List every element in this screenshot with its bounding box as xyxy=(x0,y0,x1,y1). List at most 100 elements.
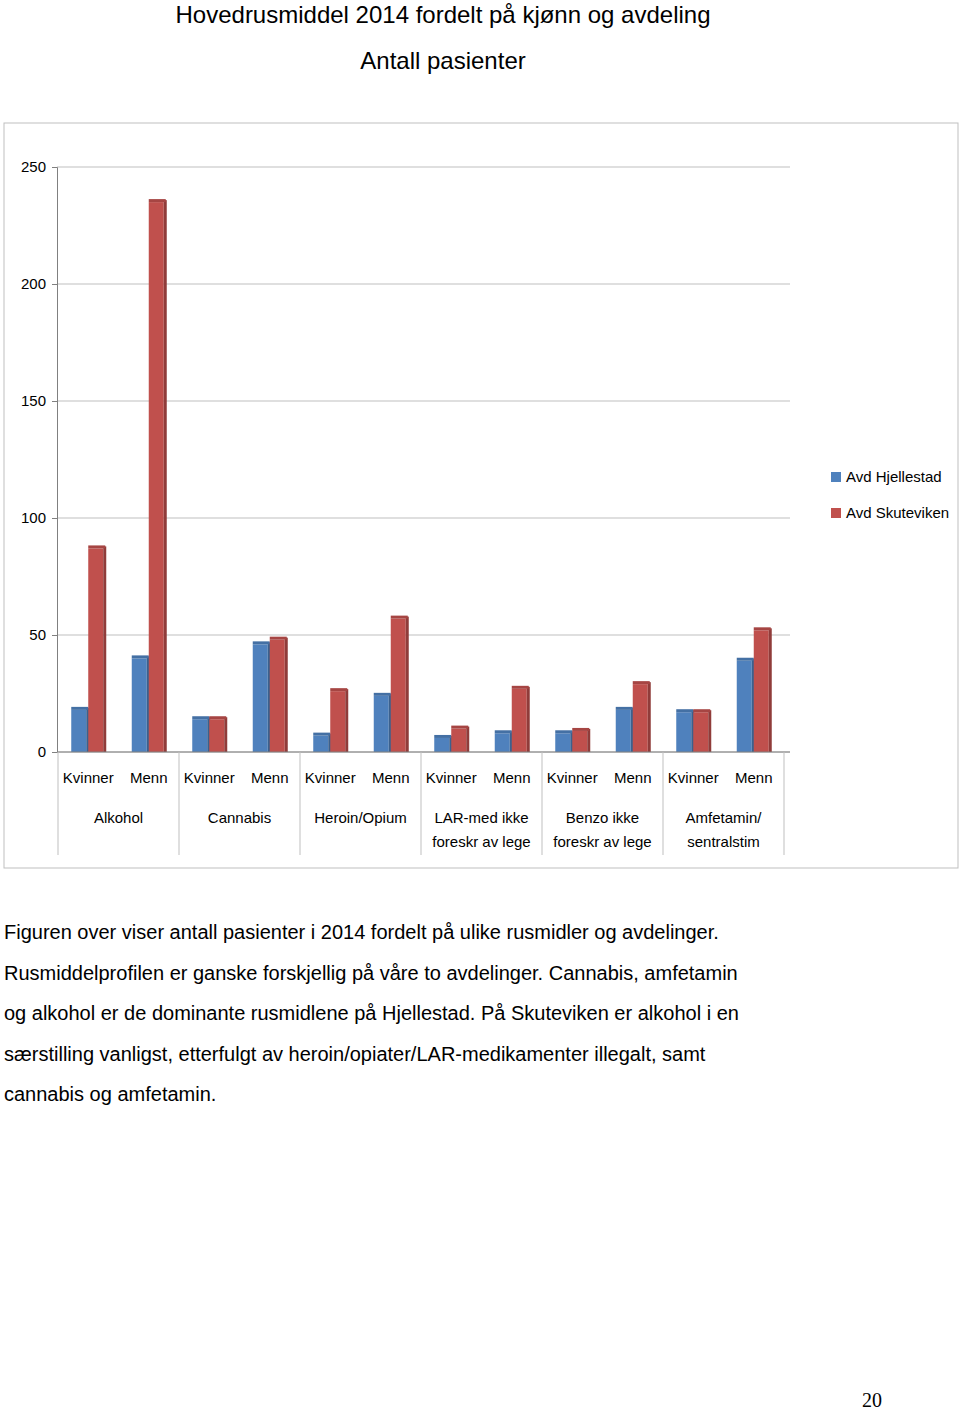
legend-label: Avd Skuteviken xyxy=(846,504,949,521)
bar-top xyxy=(391,616,408,619)
bar xyxy=(512,689,527,752)
chart-title: Hovedrusmiddel 2014 fordelt på kjønn og … xyxy=(176,1,711,28)
x-tick: Kvinner xyxy=(184,752,235,786)
y-tick: 150 xyxy=(21,392,57,409)
y-tick-mark xyxy=(52,635,57,636)
group-label: Alkohol xyxy=(94,809,143,826)
grid-line xyxy=(57,284,790,285)
x-tick: Menn xyxy=(614,752,652,786)
bar xyxy=(616,710,631,752)
bar-top xyxy=(754,627,771,630)
y-tick-mark xyxy=(52,284,57,285)
page: Hovedrusmiddel 2014 fordelt på kjønn og … xyxy=(0,0,960,1410)
bar-top xyxy=(313,733,330,736)
y-tick: 200 xyxy=(21,275,57,292)
bar-side xyxy=(527,687,530,752)
group-label: Heroin/Opium xyxy=(314,809,407,826)
bar xyxy=(555,733,570,752)
bar-top xyxy=(209,716,226,719)
bar-top xyxy=(374,693,391,696)
bar-side xyxy=(708,710,711,752)
caption: Figuren over viser antall pasienter i 20… xyxy=(4,921,739,1105)
y-tick: 100 xyxy=(21,509,57,526)
group-divider xyxy=(663,752,664,855)
legend-swatch xyxy=(831,472,841,482)
grid-line xyxy=(57,401,790,402)
group-label: Amfetamin/sentralstim xyxy=(686,809,763,850)
bar-side xyxy=(164,200,167,752)
bar xyxy=(149,202,164,752)
bar xyxy=(330,691,345,752)
group-divider xyxy=(58,752,59,855)
grid-line xyxy=(57,752,790,753)
x-tick-label: Menn xyxy=(130,769,168,786)
bar-top xyxy=(451,726,468,729)
x-tick-label: Kvinner xyxy=(184,769,235,786)
x-tick-label: Kvinner xyxy=(547,769,598,786)
bar-side xyxy=(406,617,409,752)
y-tick: 0 xyxy=(38,743,57,760)
grid xyxy=(57,167,790,752)
caption-line: Rusmiddelprofilen er ganske forskjellig … xyxy=(4,962,738,984)
bar-top xyxy=(192,716,209,719)
bar xyxy=(374,696,389,752)
bar xyxy=(192,719,207,752)
bar-top xyxy=(149,199,166,202)
group-divider xyxy=(784,752,785,855)
bars xyxy=(71,199,772,752)
group-labels: Alkohol Cannabis Heroin/Opium LAR-med ikkef… xyxy=(58,752,784,855)
x-tick: Menn xyxy=(372,752,410,786)
bar xyxy=(495,733,510,752)
group-divider xyxy=(300,752,301,855)
bar xyxy=(132,658,147,752)
bar xyxy=(754,630,769,752)
x-tick: Kvinner xyxy=(305,752,356,786)
x-tick-label: Kvinner xyxy=(305,769,356,786)
x-tick: Menn xyxy=(735,752,773,786)
x-tick: Kvinner xyxy=(426,752,477,786)
chart-frame xyxy=(4,123,958,868)
bar xyxy=(270,640,285,752)
caption-line: cannabis og amfetamin. xyxy=(4,1083,216,1105)
x-tick-label: Menn xyxy=(372,769,410,786)
bar xyxy=(391,619,406,752)
chart-subtitle: Antall pasienter xyxy=(360,47,525,74)
bar-series xyxy=(88,199,772,752)
bar-top xyxy=(330,688,347,691)
group-label: Cannabis xyxy=(208,809,271,826)
y-tick-label: 250 xyxy=(21,158,46,175)
x-axis-line xyxy=(57,752,790,753)
bar-side xyxy=(769,628,772,752)
bar-side xyxy=(648,682,651,752)
x-tick-label: Menn xyxy=(493,769,531,786)
y-tick-label: 200 xyxy=(21,275,46,292)
y-tick-mark xyxy=(52,401,57,402)
y-tick-mark xyxy=(52,167,57,168)
x-axis: Kvinner Menn Kvinner Menn Kvinner Menn Kvinner… xyxy=(57,752,790,786)
bar xyxy=(209,719,224,752)
legend-swatch xyxy=(831,508,841,518)
bar-top xyxy=(737,658,754,661)
bar-top xyxy=(616,707,633,710)
legend: Avd HjellestadAvd Skuteviken xyxy=(831,468,949,521)
bar-top xyxy=(434,735,451,738)
bar xyxy=(313,736,328,752)
group-divider xyxy=(421,752,422,855)
grid-line xyxy=(57,635,790,636)
group-label: LAR-med ikkeforeskr av lege xyxy=(432,809,530,850)
bar xyxy=(71,710,86,752)
bar-top xyxy=(693,709,710,712)
group-divider xyxy=(179,752,180,855)
bar xyxy=(88,548,103,752)
bar xyxy=(633,684,648,752)
bar-side xyxy=(345,689,348,752)
bar-top xyxy=(253,641,270,644)
y-tick-label: 0 xyxy=(38,743,46,760)
x-tick-label: Kvinner xyxy=(426,769,477,786)
y-axis: 050100150200250 xyxy=(21,158,58,760)
bar xyxy=(253,644,268,752)
page-number: 20 xyxy=(862,1389,882,1410)
y-tick-mark xyxy=(52,518,57,519)
x-tick: Kvinner xyxy=(63,752,114,786)
x-tick: Kvinner xyxy=(668,752,719,786)
